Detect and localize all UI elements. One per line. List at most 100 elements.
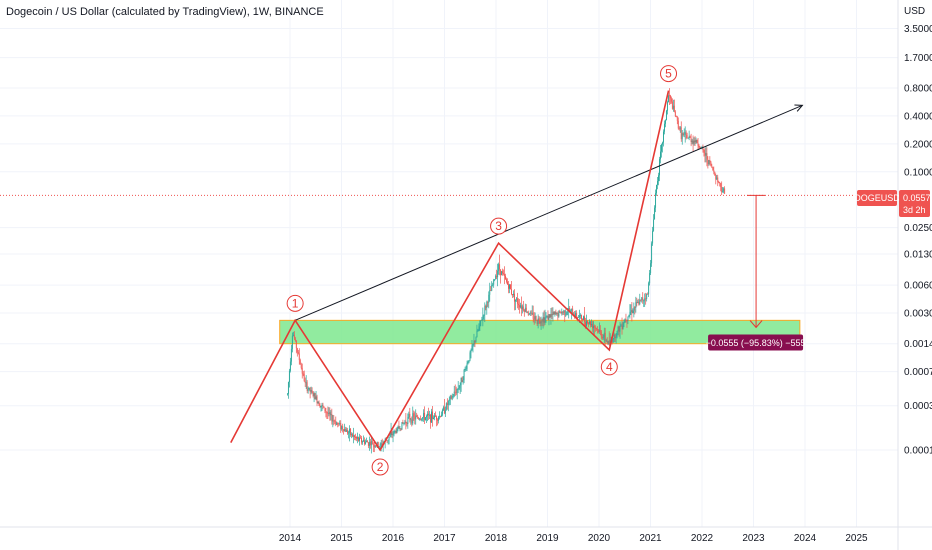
candle-body	[719, 182, 721, 184]
candle-body	[494, 279, 496, 281]
candle-body	[312, 392, 314, 396]
candle-body	[553, 312, 555, 315]
candle-body	[293, 334, 295, 339]
candle-body	[531, 312, 533, 314]
candle-body	[470, 350, 472, 353]
candle-body	[588, 321, 590, 324]
candle-body	[636, 302, 638, 304]
candle-body	[576, 313, 578, 318]
measure-label: −0.0555 (−95.83%) −555	[706, 334, 806, 351]
candle-body	[664, 120, 666, 124]
candle-body	[614, 334, 616, 339]
time-tick-label: 2025	[845, 533, 868, 544]
candle-body	[542, 317, 544, 322]
candle-body	[401, 422, 403, 430]
candle-body	[562, 312, 564, 314]
candle-body	[508, 284, 509, 289]
candle-body	[561, 312, 563, 314]
measure-label-text: −0.0555 (−95.83%) −555	[706, 338, 806, 348]
candle-body	[334, 420, 336, 422]
candle-body	[348, 432, 350, 434]
candle-body	[632, 310, 634, 314]
candle-body	[689, 136, 691, 138]
candle-body	[361, 441, 363, 443]
candle-body	[476, 330, 478, 338]
candle-body	[520, 305, 522, 309]
trendline[interactable]	[294, 104, 803, 321]
price-tick-label: 0.0130	[904, 249, 932, 260]
candle-body	[431, 411, 432, 423]
candle-body	[370, 441, 372, 446]
candle-body	[301, 367, 303, 374]
candle-body	[368, 441, 370, 446]
candle-body	[445, 403, 447, 410]
price-axis[interactable]: 3.5000 1.7000 0.8000 0.4000 0.2000 0.1000 0.02…	[904, 24, 932, 456]
candle-body	[422, 417, 424, 419]
candle-body	[566, 311, 568, 315]
candle-body	[660, 151, 661, 160]
candle-body	[402, 422, 404, 424]
candle-body	[366, 440, 368, 443]
candle-body	[569, 308, 571, 312]
candle-body	[484, 305, 486, 315]
candle-body	[488, 294, 490, 303]
candle-body	[307, 389, 309, 391]
price-axis-currency: USD	[904, 6, 925, 17]
candle-body	[433, 417, 434, 419]
candle-body	[712, 167, 714, 171]
candle-body	[579, 315, 581, 318]
candle-body	[424, 412, 426, 421]
candle-body	[682, 133, 684, 136]
candle-body	[699, 147, 701, 148]
price-tick-label: 1.7000	[904, 53, 932, 64]
candle-body	[611, 340, 613, 343]
candle-body	[498, 264, 500, 271]
candle-body	[390, 432, 392, 436]
candle-body	[319, 406, 321, 408]
time-axis[interactable]: 2014 2015 2016 2017 2018 2019 2020 2021 2022 2023…	[279, 533, 868, 544]
candle-body	[711, 165, 713, 168]
candle-body	[485, 305, 487, 308]
candle-body	[698, 145, 700, 148]
candle-body	[589, 321, 591, 326]
candle-body	[714, 171, 716, 176]
candle-body	[474, 340, 476, 342]
time-tick-label: 2019	[536, 533, 559, 544]
candle-body	[690, 137, 692, 143]
candle-body	[683, 133, 685, 136]
candle-body	[360, 437, 361, 439]
candle-body	[559, 311, 561, 312]
candle-body	[635, 302, 637, 308]
candle-body	[321, 404, 323, 406]
price-tick-label: 0.0250	[904, 223, 932, 234]
candle-body	[318, 401, 320, 407]
wave-labels: 1 2 3 4 5	[286, 65, 678, 476]
candle-body	[717, 177, 719, 182]
candle-body	[331, 414, 333, 422]
candle-body	[412, 413, 414, 424]
candle-body	[469, 352, 471, 361]
candle-body	[442, 407, 444, 410]
candle-body	[550, 314, 552, 318]
elliott-wave-path[interactable]	[230, 90, 670, 452]
candle-body	[503, 273, 505, 275]
candle-body	[571, 308, 573, 312]
candle-body	[676, 116, 678, 121]
candle-body	[670, 98, 672, 102]
candle-body	[405, 421, 407, 423]
candle-body	[703, 149, 705, 153]
candle-body	[316, 396, 318, 404]
candle-body	[398, 426, 400, 429]
candle-body	[356, 437, 357, 439]
candle-body	[463, 369, 465, 381]
candle-body	[523, 310, 525, 312]
wave-2-label: 2	[377, 460, 384, 474]
candle-body	[335, 421, 337, 425]
candle-body	[464, 369, 466, 370]
candle-body	[639, 299, 641, 305]
candle-body	[678, 128, 680, 130]
candle-body	[693, 140, 695, 144]
price-tick-label: 0.0060	[904, 281, 932, 292]
last-price-text: 0.0557	[903, 193, 931, 203]
